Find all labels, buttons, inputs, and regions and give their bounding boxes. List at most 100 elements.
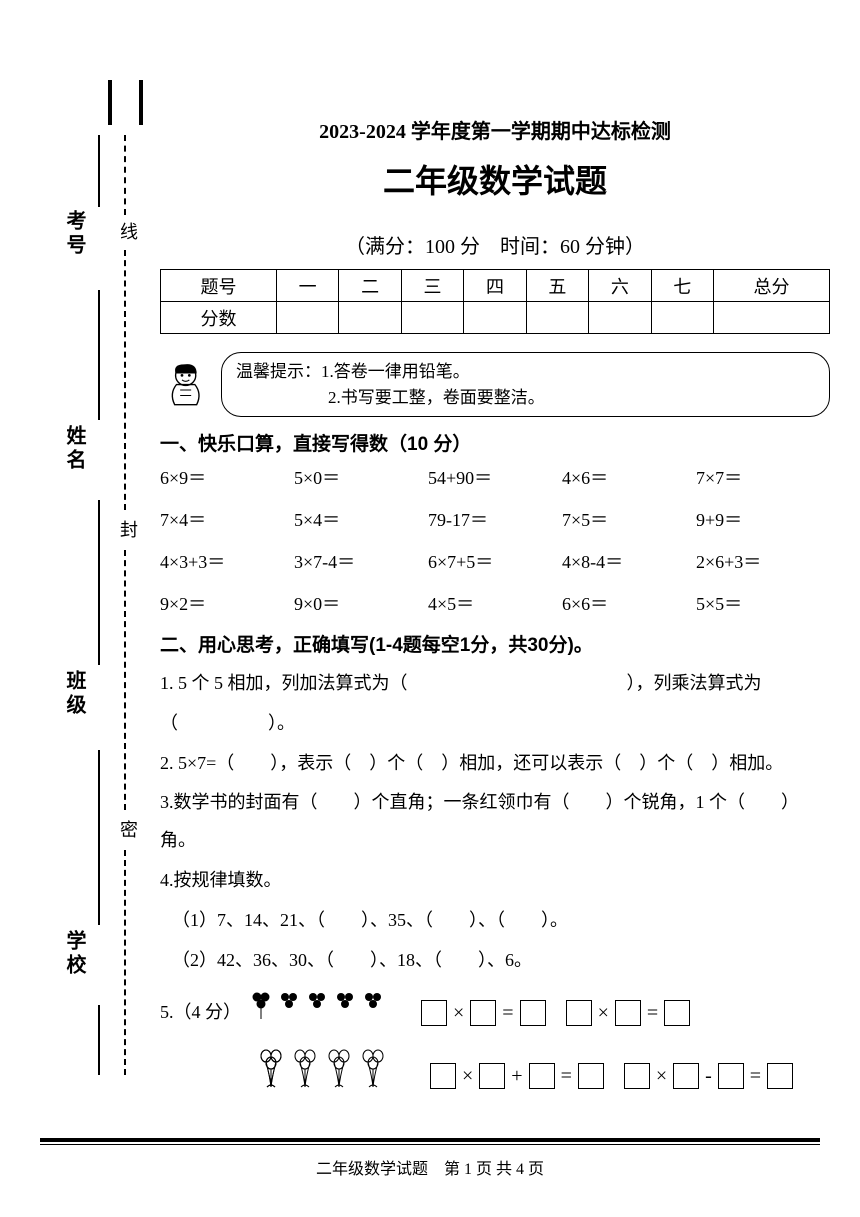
balloon-group-icon	[258, 1047, 410, 1105]
eq-1: ×=	[421, 992, 546, 1034]
score-cell[interactable]	[526, 302, 588, 334]
tip-bubble: 温馨提示：1.答卷一律用铅笔。 2.书写要工整，卷面要整洁。	[221, 352, 830, 417]
score-cell[interactable]	[714, 302, 830, 334]
blank-box[interactable]	[421, 1000, 447, 1026]
dash	[124, 250, 126, 510]
section1-title: 一、快乐口算，直接写得数（10 分）	[160, 429, 830, 456]
eq-4: ×-=	[624, 1055, 793, 1097]
exam-header: 2023-2024 学年度第一学期期中达标检测	[160, 115, 830, 144]
calc-item: 54+90＝	[428, 464, 562, 490]
calc-item: 3×7-4＝	[294, 548, 428, 574]
bottom-rule	[40, 1138, 820, 1142]
exam-title: 二年级数学试题	[160, 156, 830, 202]
q5-label: 5.（4 分）	[160, 994, 241, 1032]
calc-item: 7×4＝	[160, 506, 294, 532]
score-cell[interactable]	[651, 302, 713, 334]
page-footer: 二年级数学试题 第 1 页 共 4 页	[0, 1155, 860, 1179]
blank-box[interactable]	[767, 1063, 793, 1089]
score-cell[interactable]	[589, 302, 651, 334]
score-cell[interactable]	[276, 302, 338, 334]
blank-box[interactable]	[520, 1000, 546, 1026]
q5-row1: 5.（4 分） ×=	[160, 989, 830, 1037]
exam-meta: （满分：100 分 时间：60 分钟）	[160, 230, 830, 259]
calc-item: 4×3+3＝	[160, 548, 294, 574]
child-icon	[160, 357, 215, 412]
th: 一	[276, 270, 338, 302]
underline	[98, 1005, 100, 1075]
calc-item: 5×0＝	[294, 464, 428, 490]
flower-group-icon	[249, 989, 401, 1037]
underline	[98, 135, 100, 207]
blank-box[interactable]	[430, 1063, 456, 1089]
blank-box[interactable]	[673, 1063, 699, 1089]
blank-box[interactable]	[470, 1000, 496, 1026]
section2-title: 二、用心思考，正确填写(1-4题每空1分，共30分)。	[160, 630, 830, 657]
q-text: 1. 5 个 5 相加，列加法算式为（	[160, 673, 408, 693]
calc-item: 6×9＝	[160, 464, 294, 490]
score-cell[interactable]	[339, 302, 401, 334]
calc-grid: 6×9＝ 5×0＝ 54+90＝ 4×6＝ 7×7＝ 7×4＝ 5×4＝ 79-…	[160, 464, 830, 616]
binding-top-bars	[108, 80, 143, 125]
th: 总分	[714, 270, 830, 302]
calc-item: 6×6＝	[562, 590, 696, 616]
th: 六	[589, 270, 651, 302]
page: 考号 姓名 班级 学校 线 封 密 2023-2024 学年度第一学期期中达标检…	[0, 0, 860, 1217]
blank-box[interactable]	[664, 1000, 690, 1026]
dash	[124, 850, 126, 1075]
zone-feng: 封	[115, 520, 141, 538]
score-cell[interactable]	[464, 302, 526, 334]
q1: 1. 5 个 5 相加，列加法算式为（ ），列乘法算式为	[160, 665, 830, 703]
blank-box[interactable]	[479, 1063, 505, 1089]
blank-box[interactable]	[529, 1063, 555, 1089]
table-row: 题号 一 二 三 四 五 六 七 总分	[161, 270, 830, 302]
th: 题号	[161, 270, 277, 302]
calc-item: 4×5＝	[428, 590, 562, 616]
binding-label-school: 学校	[60, 930, 89, 978]
blank-box[interactable]	[566, 1000, 592, 1026]
calc-item: 4×6＝	[562, 464, 696, 490]
calc-item: 9+9＝	[696, 506, 830, 532]
calc-item: 2×6+3＝	[696, 548, 830, 574]
question-block: 1. 5 个 5 相加，列加法算式为（ ），列乘法算式为 （ ）。 2. 5×7…	[160, 665, 830, 1105]
calc-item: 7×7＝	[696, 464, 830, 490]
table-row: 分数	[161, 302, 830, 334]
calc-item: 7×5＝	[562, 506, 696, 532]
calc-item: 5×4＝	[294, 506, 428, 532]
q4: 4.按规律填数。	[160, 862, 830, 900]
q4a: （1）7、14、21、（ ）、35、（ ）、（ ）。	[160, 902, 830, 940]
calc-item: 9×0＝	[294, 590, 428, 616]
score-cell[interactable]	[401, 302, 463, 334]
blank-box[interactable]	[578, 1063, 604, 1089]
q5-row2: ×+= ×-=	[258, 1047, 830, 1105]
calc-item: 4×8-4＝	[562, 548, 696, 574]
zone-mi: 密	[115, 820, 141, 838]
blank-box[interactable]	[718, 1063, 744, 1089]
calc-item: 5×5＝	[696, 590, 830, 616]
dash	[124, 550, 126, 810]
underline	[98, 750, 100, 925]
binding-label-class: 班级	[60, 670, 89, 718]
tip-l2: 2.书写要工整，卷面要整洁。	[328, 388, 545, 407]
th: 二	[339, 270, 401, 302]
th: 四	[464, 270, 526, 302]
blank-box[interactable]	[624, 1063, 650, 1089]
binding-label-exam-no: 考号	[60, 210, 89, 258]
eq-3: ×+=	[430, 1055, 604, 1097]
main-content: 2023-2024 学年度第一学期期中达标检测 二年级数学试题 （满分：100 …	[160, 115, 830, 1105]
blank-box[interactable]	[615, 1000, 641, 1026]
q1c: （ ）。	[160, 705, 830, 743]
calc-item: 9×2＝	[160, 590, 294, 616]
th: 五	[526, 270, 588, 302]
q4b: （2）42、36、30、（ ）、18、（ ）、6。	[160, 942, 830, 980]
tip-row: 温馨提示：1.答卷一律用铅笔。 2.书写要工整，卷面要整洁。	[160, 352, 830, 417]
underline	[98, 500, 100, 665]
q3: 3.数学书的封面有（ ）个直角；一条红领巾有（ ）个锐角，1 个（ ）角。	[160, 784, 830, 860]
calc-item: 79-17＝	[428, 506, 562, 532]
dash	[124, 135, 126, 215]
th: 分数	[161, 302, 277, 334]
eq-2: ×=	[566, 992, 691, 1034]
binding-label-name: 姓名	[60, 425, 89, 473]
score-table: 题号 一 二 三 四 五 六 七 总分 分数	[160, 269, 830, 334]
underline	[98, 290, 100, 420]
th: 七	[651, 270, 713, 302]
